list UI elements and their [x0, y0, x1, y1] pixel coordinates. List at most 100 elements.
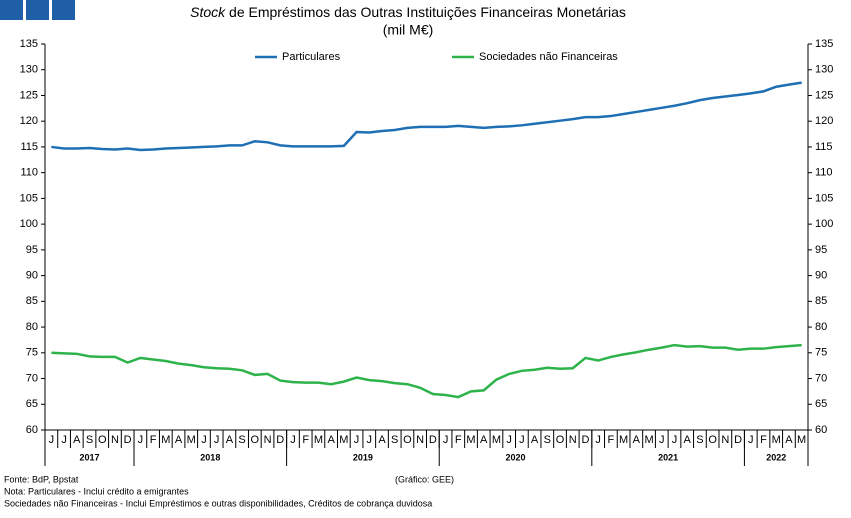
x-tick-label: A [73, 434, 81, 446]
y2-tick-label: 115 [815, 141, 833, 153]
title-emphasis: Stock [190, 4, 226, 20]
x-tick-label: A [480, 434, 488, 446]
y-tick-label: 80 [26, 321, 38, 333]
x-tick-label: O [403, 434, 412, 446]
y-tick-label: 105 [20, 192, 38, 204]
y2-tick-label: 135 [815, 38, 833, 50]
year-label: 2022 [766, 452, 786, 462]
title-text: de Empréstimos das Outras Instituições F… [229, 4, 626, 20]
x-tick-label: A [378, 434, 386, 446]
x-tick-label: S [86, 434, 93, 446]
y-tick-label: 115 [20, 141, 38, 153]
x-tick-label: A [684, 434, 692, 446]
x-tick-label: J [659, 434, 665, 446]
x-tick-label: J [506, 434, 512, 446]
year-label: 2020 [506, 452, 526, 462]
y2-tick-label: 70 [815, 372, 827, 384]
x-tick-label: M [772, 434, 781, 446]
chart-title: Stock de Empréstimos das Outras Institui… [190, 4, 626, 20]
logo-block [0, 0, 23, 20]
chart-subtitle: (mil M€) [383, 22, 434, 38]
y-tick-label: 75 [26, 347, 38, 359]
x-tick-label: N [416, 434, 424, 446]
x-tick-label: F [150, 434, 157, 446]
y2-tick-label: 120 [815, 115, 833, 127]
y2-tick-label: 130 [815, 64, 833, 76]
x-tick-label: N [569, 434, 577, 446]
x-tick-label: M [466, 434, 475, 446]
x-tick-label: A [633, 434, 641, 446]
x-tick-label: D [276, 434, 284, 446]
y-tick-label: 120 [20, 115, 38, 127]
y2-tick-label: 95 [815, 244, 827, 256]
legend-label: Sociedades não Financeiras [479, 51, 618, 63]
x-tick-label: M [644, 434, 653, 446]
x-tick-label: M [619, 434, 628, 446]
y2-tick-label: 85 [815, 295, 827, 307]
x-tick-label: M [314, 434, 323, 446]
x-tick-label: J [61, 434, 67, 446]
legend-label: Particulares [282, 51, 341, 63]
x-tick-label: N [264, 434, 272, 446]
y2-tick-label: 105 [815, 192, 833, 204]
series-line [51, 343, 802, 399]
x-tick-label: D [734, 434, 742, 446]
series-line [51, 81, 802, 152]
x-tick-label: J [201, 434, 207, 446]
y2-tick-label: 60 [815, 424, 827, 436]
x-tick-label: F [608, 434, 615, 446]
x-tick-label: M [187, 434, 196, 446]
x-tick-label: J [443, 434, 449, 446]
y-tick-label: 100 [20, 218, 38, 230]
x-tick-label: A [785, 434, 793, 446]
x-tick-label: N [721, 434, 729, 446]
x-tick-label: J [595, 434, 601, 446]
note: Nota: Particulares - Inclui crédito a em… [4, 486, 189, 496]
logo-block [52, 0, 75, 20]
year-label: 2021 [658, 452, 678, 462]
y-tick-label: 70 [26, 372, 38, 384]
y2-tick-label: 125 [815, 89, 833, 101]
x-tick-label: J [290, 434, 296, 446]
x-tick-label: D [429, 434, 437, 446]
x-tick-label: J [519, 434, 525, 446]
y-tick-label: 130 [20, 64, 38, 76]
x-tick-label: M [339, 434, 348, 446]
x-tick-label: J [748, 434, 754, 446]
x-tick-label: A [327, 434, 335, 446]
y2-tick-label: 75 [815, 347, 827, 359]
y-tick-label: 60 [26, 424, 38, 436]
x-tick-label: O [98, 434, 107, 446]
y2-tick-label: 80 [815, 321, 827, 333]
x-tick-label: S [391, 434, 398, 446]
x-tick-label: J [672, 434, 678, 446]
x-tick-label: M [492, 434, 501, 446]
y2-tick-label: 65 [815, 398, 827, 410]
x-tick-label: M [161, 434, 170, 446]
x-tick-label: F [760, 434, 767, 446]
x-tick-label: D [124, 434, 132, 446]
source: Fonte: BdP, Bpstat [4, 474, 79, 484]
x-tick-label: N [111, 434, 119, 446]
y-tick-label: 65 [26, 398, 38, 410]
y2-tick-label: 110 [815, 167, 833, 179]
y-tick-label: 85 [26, 295, 38, 307]
x-tick-label: O [556, 434, 565, 446]
x-tick-label: O [251, 434, 260, 446]
x-tick-label: M [797, 434, 806, 446]
x-tick-label: F [455, 434, 462, 446]
x-tick-label: J [49, 434, 55, 446]
x-tick-label: D [581, 434, 589, 446]
x-tick-label: O [708, 434, 717, 446]
x-tick-label: J [354, 434, 360, 446]
x-tick-label: A [531, 434, 539, 446]
y-tick-label: 125 [20, 89, 38, 101]
x-tick-label: S [696, 434, 703, 446]
x-tick-label: S [238, 434, 245, 446]
x-tick-label: A [175, 434, 183, 446]
x-tick-label: J [367, 434, 373, 446]
y2-tick-label: 100 [815, 218, 833, 230]
y-tick-label: 90 [26, 270, 38, 282]
year-label: 2018 [200, 452, 220, 462]
